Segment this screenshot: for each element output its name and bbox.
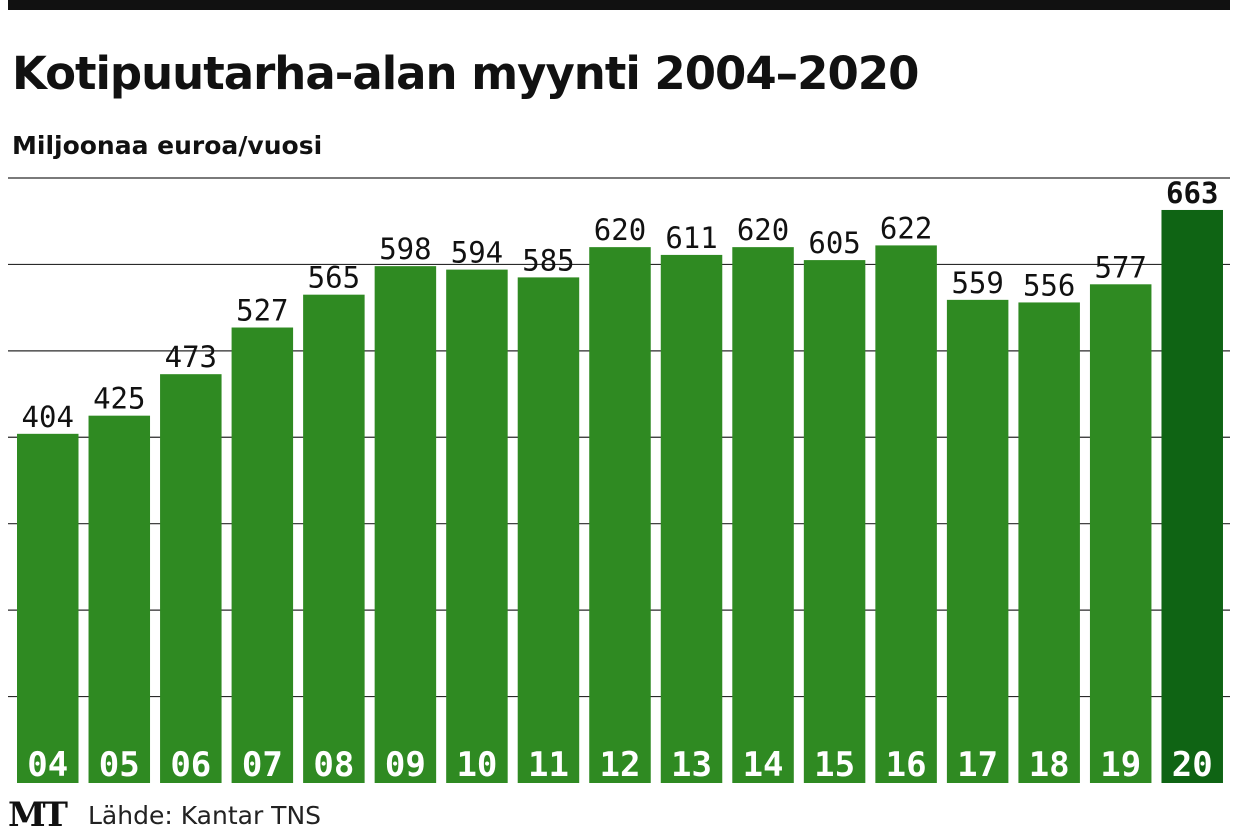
- bar-11: [517, 277, 580, 783]
- bar-12: [589, 247, 651, 783]
- chart-title: Kotipuutarha-alan myynti 2004–2020: [12, 47, 919, 100]
- x-tick-13: 13: [671, 745, 712, 785]
- x-tick-12: 12: [600, 745, 641, 785]
- bar-08: [303, 294, 365, 783]
- x-tick-06: 06: [170, 745, 211, 785]
- top-rule: [8, 0, 1230, 10]
- x-tick-09: 09: [385, 745, 426, 785]
- value-label-19: 577: [1095, 250, 1147, 284]
- x-tick-labels: 04 05 06 07 08 09 10 11 12 13 14 15 16 17 18 19 20: [27, 745, 1212, 785]
- bar-14: [732, 247, 794, 783]
- value-label-18: 556: [1023, 268, 1075, 302]
- bar-10: [446, 269, 508, 783]
- bar-17: [946, 299, 1009, 783]
- bar-09: [374, 266, 437, 784]
- value-label-10: 594: [451, 236, 503, 270]
- bar-13: [660, 254, 723, 783]
- value-label-17: 559: [951, 266, 1003, 300]
- value-label-20: 663: [1166, 176, 1218, 210]
- chart-subtitle: Miljoonaa euroa/vuosi: [12, 131, 323, 160]
- x-tick-10: 10: [456, 745, 497, 785]
- value-label-12: 620: [594, 213, 646, 247]
- value-label-07: 527: [236, 294, 288, 328]
- x-tick-18: 18: [1029, 745, 1070, 785]
- bar-20: [1161, 209, 1223, 783]
- bar-07: [231, 327, 294, 783]
- bar-06: [160, 374, 222, 783]
- bar-19: [1089, 284, 1152, 783]
- value-labels: 404 425 473 527 565 598 594 585 620 611 620 605 622 5…: [22, 176, 1219, 434]
- x-tick-15: 15: [814, 745, 855, 785]
- value-label-04: 404: [22, 400, 74, 434]
- value-label-16: 622: [880, 211, 932, 245]
- x-tick-20: 20: [1172, 745, 1213, 785]
- bar-05: [88, 415, 151, 783]
- bar-chart: 404 425 473 527 565 598 594 585 620 611 620 605 622 5…: [8, 176, 1230, 785]
- bar-15: [803, 260, 866, 783]
- value-label-08: 565: [308, 261, 360, 295]
- x-tick-14: 14: [743, 745, 784, 785]
- value-label-15: 605: [808, 226, 860, 260]
- x-tick-16: 16: [886, 745, 927, 785]
- value-label-09: 598: [379, 232, 431, 266]
- value-label-13: 611: [665, 221, 717, 255]
- x-tick-05: 05: [99, 745, 140, 785]
- value-label-11: 585: [522, 243, 574, 277]
- mt-logo: MT: [8, 795, 68, 835]
- x-tick-04: 04: [27, 745, 68, 785]
- x-tick-07: 07: [242, 745, 283, 785]
- value-label-06: 473: [165, 340, 217, 374]
- bar-04: [17, 433, 79, 783]
- value-label-05: 425: [93, 382, 145, 416]
- x-tick-11: 11: [528, 745, 569, 785]
- x-tick-08: 08: [313, 745, 354, 785]
- x-tick-19: 19: [1100, 745, 1141, 785]
- bar-16: [875, 245, 937, 783]
- bars: [17, 209, 1223, 784]
- value-label-14: 620: [737, 213, 789, 247]
- bar-18: [1018, 302, 1080, 783]
- x-tick-17: 17: [957, 745, 998, 785]
- source-note: Lähde: Kantar TNS: [88, 801, 322, 830]
